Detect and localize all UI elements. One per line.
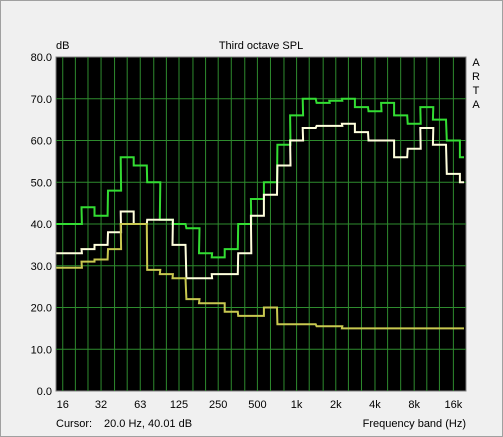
series-line-1 xyxy=(56,97,464,259)
grid xyxy=(56,57,466,391)
x-tick-label: 1k xyxy=(291,399,303,411)
y-tick-label: 20.0 xyxy=(31,303,52,315)
x-tick-label: 125 xyxy=(170,399,188,411)
series-line-2 xyxy=(56,122,464,280)
chart-title: Third octave SPL xyxy=(219,40,303,52)
x-tick-label: 500 xyxy=(248,399,266,411)
x-tick-label: 250 xyxy=(209,399,227,411)
brand-letter: T xyxy=(473,85,480,97)
brand-letter: A xyxy=(472,99,480,111)
series-layer xyxy=(56,97,464,330)
y-tick-label: 10.0 xyxy=(31,344,52,356)
y-axis-unit-label: dB xyxy=(56,40,69,52)
x-tick-label: 16 xyxy=(57,399,69,411)
y-tick-label: 80.0 xyxy=(31,52,52,64)
x-tick-label: 32 xyxy=(95,399,107,411)
x-tick-label: 4k xyxy=(369,399,381,411)
x-tick-label: 63 xyxy=(134,399,146,411)
cursor-readout: 20.0 Hz, 40.01 dB xyxy=(104,418,192,430)
x-tick-label: 8k xyxy=(408,399,420,411)
x-tick-label: 16k xyxy=(445,399,463,411)
y-tick-label: 30.0 xyxy=(31,261,52,273)
y-tick-labels: 0.0 10.0 20.0 30.0 40.0 50.0 60.0 70.0 80.0 xyxy=(31,52,52,398)
y-tick-label: 60.0 xyxy=(31,136,52,148)
x-tick-labels: 16 32 63 125 250 500 1k 2k 4k 8k 16k xyxy=(57,399,463,411)
brand-letter: A xyxy=(472,57,480,69)
y-tick-label: 0.0 xyxy=(37,386,52,398)
brand-letter: R xyxy=(472,71,480,83)
y-tick-label: 70.0 xyxy=(31,94,52,106)
x-tick-label: 2k xyxy=(330,399,342,411)
y-tick-label: 50.0 xyxy=(31,177,52,189)
x-axis-label: Frequency band (Hz) xyxy=(363,418,466,430)
series-line-3 xyxy=(56,223,464,330)
cursor-label: Cursor: xyxy=(56,418,92,430)
y-tick-label: 40.0 xyxy=(31,219,52,231)
